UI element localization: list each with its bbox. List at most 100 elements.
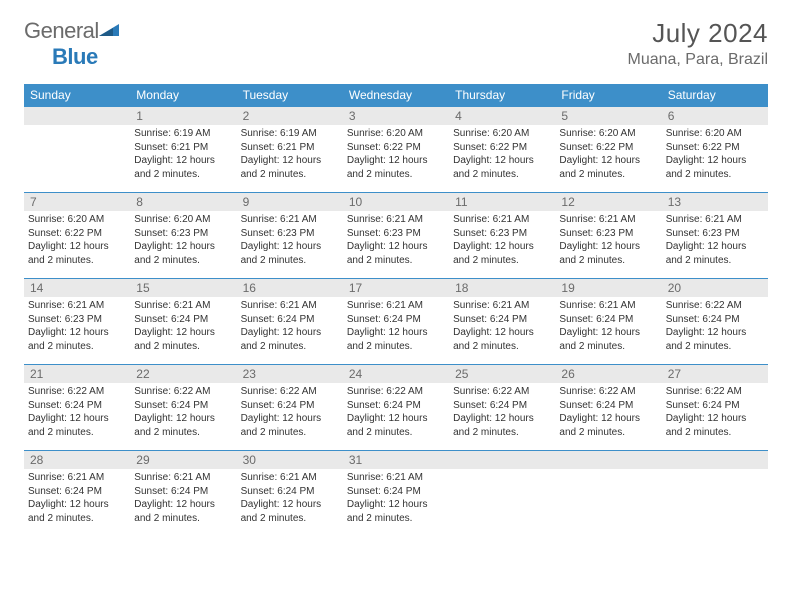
day-details: Sunrise: 6:21 AMSunset: 6:24 PMDaylight:… bbox=[237, 297, 343, 357]
calendar-cell: 6Sunrise: 6:20 AMSunset: 6:22 PMDaylight… bbox=[662, 107, 768, 193]
day-number: 8 bbox=[130, 193, 236, 211]
calendar-cell: 10Sunrise: 6:21 AMSunset: 6:23 PMDayligh… bbox=[343, 193, 449, 279]
calendar-cell: 18Sunrise: 6:21 AMSunset: 6:24 PMDayligh… bbox=[449, 279, 555, 365]
day-details: Sunrise: 6:20 AMSunset: 6:22 PMDaylight:… bbox=[555, 125, 661, 185]
calendar-cell: 21Sunrise: 6:22 AMSunset: 6:24 PMDayligh… bbox=[24, 365, 130, 451]
day-details: Sunrise: 6:21 AMSunset: 6:23 PMDaylight:… bbox=[237, 211, 343, 271]
day-number: 15 bbox=[130, 279, 236, 297]
calendar-cell: 27Sunrise: 6:22 AMSunset: 6:24 PMDayligh… bbox=[662, 365, 768, 451]
location: Muana, Para, Brazil bbox=[627, 51, 768, 69]
calendar-table: SundayMondayTuesdayWednesdayThursdayFrid… bbox=[24, 84, 768, 537]
weekday-header: Friday bbox=[555, 84, 661, 107]
calendar-cell: 12Sunrise: 6:21 AMSunset: 6:23 PMDayligh… bbox=[555, 193, 661, 279]
calendar-row: 14Sunrise: 6:21 AMSunset: 6:23 PMDayligh… bbox=[24, 279, 768, 365]
calendar-cell: 20Sunrise: 6:22 AMSunset: 6:24 PMDayligh… bbox=[662, 279, 768, 365]
calendar-cell-empty bbox=[449, 451, 555, 537]
day-number: 25 bbox=[449, 365, 555, 383]
day-number: 5 bbox=[555, 107, 661, 125]
day-details: Sunrise: 6:22 AMSunset: 6:24 PMDaylight:… bbox=[24, 383, 130, 443]
day-number: 11 bbox=[449, 193, 555, 211]
calendar-cell: 11Sunrise: 6:21 AMSunset: 6:23 PMDayligh… bbox=[449, 193, 555, 279]
month-title: July 2024 bbox=[627, 18, 768, 49]
day-number: 30 bbox=[237, 451, 343, 469]
calendar-cell: 23Sunrise: 6:22 AMSunset: 6:24 PMDayligh… bbox=[237, 365, 343, 451]
calendar-cell: 28Sunrise: 6:21 AMSunset: 6:24 PMDayligh… bbox=[24, 451, 130, 537]
day-details: Sunrise: 6:21 AMSunset: 6:24 PMDaylight:… bbox=[555, 297, 661, 357]
day-number: 27 bbox=[662, 365, 768, 383]
day-details: Sunrise: 6:20 AMSunset: 6:22 PMDaylight:… bbox=[662, 125, 768, 185]
day-number: 6 bbox=[662, 107, 768, 125]
day-number: 22 bbox=[130, 365, 236, 383]
day-details: Sunrise: 6:21 AMSunset: 6:24 PMDaylight:… bbox=[130, 469, 236, 529]
day-details: Sunrise: 6:21 AMSunset: 6:23 PMDaylight:… bbox=[343, 211, 449, 271]
day-number: 17 bbox=[343, 279, 449, 297]
day-number: 28 bbox=[24, 451, 130, 469]
day-details: Sunrise: 6:21 AMSunset: 6:24 PMDaylight:… bbox=[130, 297, 236, 357]
day-number: 9 bbox=[237, 193, 343, 211]
weekday-header: Monday bbox=[130, 84, 236, 107]
day-number bbox=[555, 451, 661, 469]
day-details: Sunrise: 6:22 AMSunset: 6:24 PMDaylight:… bbox=[662, 297, 768, 357]
day-number: 3 bbox=[343, 107, 449, 125]
weekday-header: Sunday bbox=[24, 84, 130, 107]
calendar-cell: 13Sunrise: 6:21 AMSunset: 6:23 PMDayligh… bbox=[662, 193, 768, 279]
day-details: Sunrise: 6:19 AMSunset: 6:21 PMDaylight:… bbox=[237, 125, 343, 185]
day-number: 21 bbox=[24, 365, 130, 383]
day-details: Sunrise: 6:20 AMSunset: 6:22 PMDaylight:… bbox=[449, 125, 555, 185]
day-number bbox=[662, 451, 768, 469]
calendar-cell: 7Sunrise: 6:20 AMSunset: 6:22 PMDaylight… bbox=[24, 193, 130, 279]
calendar-cell: 15Sunrise: 6:21 AMSunset: 6:24 PMDayligh… bbox=[130, 279, 236, 365]
calendar-cell: 29Sunrise: 6:21 AMSunset: 6:24 PMDayligh… bbox=[130, 451, 236, 537]
day-details: Sunrise: 6:21 AMSunset: 6:24 PMDaylight:… bbox=[237, 469, 343, 529]
calendar-cell: 25Sunrise: 6:22 AMSunset: 6:24 PMDayligh… bbox=[449, 365, 555, 451]
calendar-cell-empty bbox=[555, 451, 661, 537]
logo-text-2: Blue bbox=[52, 44, 98, 69]
day-details: Sunrise: 6:22 AMSunset: 6:24 PMDaylight:… bbox=[343, 383, 449, 443]
day-details: Sunrise: 6:19 AMSunset: 6:21 PMDaylight:… bbox=[130, 125, 236, 185]
calendar-cell: 14Sunrise: 6:21 AMSunset: 6:23 PMDayligh… bbox=[24, 279, 130, 365]
day-number: 19 bbox=[555, 279, 661, 297]
day-number: 16 bbox=[237, 279, 343, 297]
calendar-cell: 31Sunrise: 6:21 AMSunset: 6:24 PMDayligh… bbox=[343, 451, 449, 537]
day-number: 24 bbox=[343, 365, 449, 383]
calendar-row: 28Sunrise: 6:21 AMSunset: 6:24 PMDayligh… bbox=[24, 451, 768, 537]
calendar-cell: 16Sunrise: 6:21 AMSunset: 6:24 PMDayligh… bbox=[237, 279, 343, 365]
logo-text-1: General bbox=[24, 18, 99, 43]
day-number: 4 bbox=[449, 107, 555, 125]
calendar-cell: 8Sunrise: 6:20 AMSunset: 6:23 PMDaylight… bbox=[130, 193, 236, 279]
day-details: Sunrise: 6:21 AMSunset: 6:23 PMDaylight:… bbox=[662, 211, 768, 271]
day-details: Sunrise: 6:21 AMSunset: 6:24 PMDaylight:… bbox=[449, 297, 555, 357]
calendar-cell: 4Sunrise: 6:20 AMSunset: 6:22 PMDaylight… bbox=[449, 107, 555, 193]
day-number: 31 bbox=[343, 451, 449, 469]
calendar-cell: 1Sunrise: 6:19 AMSunset: 6:21 PMDaylight… bbox=[130, 107, 236, 193]
calendar-cell: 5Sunrise: 6:20 AMSunset: 6:22 PMDaylight… bbox=[555, 107, 661, 193]
day-details: Sunrise: 6:20 AMSunset: 6:22 PMDaylight:… bbox=[24, 211, 130, 271]
day-details: Sunrise: 6:22 AMSunset: 6:24 PMDaylight:… bbox=[130, 383, 236, 443]
weekday-header-row: SundayMondayTuesdayWednesdayThursdayFrid… bbox=[24, 84, 768, 107]
title-block: July 2024 Muana, Para, Brazil bbox=[627, 18, 768, 69]
day-number: 26 bbox=[555, 365, 661, 383]
day-details: Sunrise: 6:21 AMSunset: 6:24 PMDaylight:… bbox=[24, 469, 130, 529]
day-details: Sunrise: 6:22 AMSunset: 6:24 PMDaylight:… bbox=[237, 383, 343, 443]
day-number: 2 bbox=[237, 107, 343, 125]
calendar-cell: 30Sunrise: 6:21 AMSunset: 6:24 PMDayligh… bbox=[237, 451, 343, 537]
day-number: 7 bbox=[24, 193, 130, 211]
day-details: Sunrise: 6:21 AMSunset: 6:24 PMDaylight:… bbox=[343, 297, 449, 357]
calendar-row: 21Sunrise: 6:22 AMSunset: 6:24 PMDayligh… bbox=[24, 365, 768, 451]
day-number: 12 bbox=[555, 193, 661, 211]
calendar-cell: 19Sunrise: 6:21 AMSunset: 6:24 PMDayligh… bbox=[555, 279, 661, 365]
logo: General Blue bbox=[24, 18, 121, 70]
day-number: 20 bbox=[662, 279, 768, 297]
day-details: Sunrise: 6:22 AMSunset: 6:24 PMDaylight:… bbox=[662, 383, 768, 443]
day-details: Sunrise: 6:21 AMSunset: 6:23 PMDaylight:… bbox=[24, 297, 130, 357]
weekday-header: Thursday bbox=[449, 84, 555, 107]
day-number: 14 bbox=[24, 279, 130, 297]
calendar-cell: 22Sunrise: 6:22 AMSunset: 6:24 PMDayligh… bbox=[130, 365, 236, 451]
weekday-header: Tuesday bbox=[237, 84, 343, 107]
day-number: 13 bbox=[662, 193, 768, 211]
day-number: 1 bbox=[130, 107, 236, 125]
calendar-cell: 17Sunrise: 6:21 AMSunset: 6:24 PMDayligh… bbox=[343, 279, 449, 365]
weekday-header: Wednesday bbox=[343, 84, 449, 107]
calendar-cell: 24Sunrise: 6:22 AMSunset: 6:24 PMDayligh… bbox=[343, 365, 449, 451]
calendar-row: 1Sunrise: 6:19 AMSunset: 6:21 PMDaylight… bbox=[24, 107, 768, 193]
